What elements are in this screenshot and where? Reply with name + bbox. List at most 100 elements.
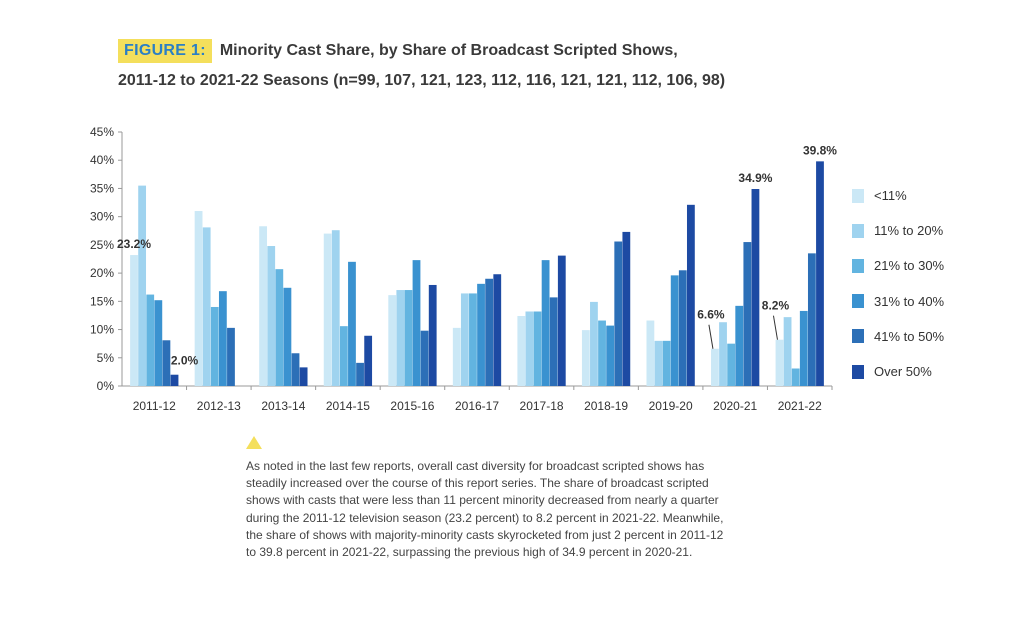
chart-legend: <11% 11% to 20% 21% to 30% 31% to 40% 41…	[852, 178, 944, 389]
bar	[670, 275, 679, 386]
bar	[194, 211, 203, 386]
bar	[227, 327, 235, 386]
y-tick-label: 25%	[90, 238, 114, 252]
x-tick-label: 2014-15	[326, 399, 370, 413]
bar	[493, 274, 502, 386]
legend-label: 11% to 20%	[874, 223, 944, 239]
bar	[162, 340, 171, 386]
bar	[412, 260, 421, 386]
x-tick-label: 2018-19	[584, 399, 628, 413]
x-tick-label: 2012-13	[197, 399, 241, 413]
bar	[138, 185, 147, 386]
bar	[469, 293, 477, 386]
bar	[735, 305, 744, 386]
bar	[291, 353, 300, 386]
bar	[331, 230, 340, 386]
note-triangle-icon	[246, 436, 262, 449]
x-tick-label: 2021-22	[778, 399, 822, 413]
bar	[283, 287, 292, 386]
figure-subtitle: 2011-12 to 2021-22 Seasons (n=99, 107, 1…	[118, 72, 726, 89]
bar	[646, 320, 655, 386]
bar	[154, 300, 163, 386]
legend-item: Over 50%	[852, 354, 944, 389]
legend-swatch	[852, 258, 864, 273]
bar	[816, 161, 824, 386]
bar	[517, 316, 526, 386]
bar	[202, 227, 211, 386]
bar	[783, 317, 792, 386]
bar	[654, 340, 663, 386]
bar	[622, 231, 631, 386]
y-tick-label: 10%	[90, 323, 114, 337]
bar	[210, 306, 219, 386]
y-tick-label: 40%	[90, 153, 114, 167]
bar	[299, 367, 308, 386]
bar	[420, 330, 429, 386]
bar	[598, 320, 606, 386]
bar	[799, 310, 808, 386]
bar	[259, 226, 268, 386]
bar	[581, 330, 590, 386]
legend-label: <11%	[874, 188, 907, 204]
y-tick-label: 5%	[97, 351, 115, 365]
bar	[428, 284, 437, 386]
bar	[533, 311, 542, 386]
bar	[452, 327, 461, 386]
legend-label: Over 50%	[874, 364, 932, 380]
bar	[549, 297, 558, 386]
bar	[727, 343, 736, 386]
legend-item: 11% to 20%	[852, 213, 944, 248]
legend-item: 41% to 50%	[852, 319, 944, 354]
bar	[485, 278, 494, 386]
bar	[541, 260, 550, 386]
x-tick-label: 2019-20	[649, 399, 693, 413]
x-tick-label: 2013-14	[261, 399, 305, 413]
annotation-leader	[708, 324, 714, 349]
bar	[678, 270, 687, 386]
bar	[339, 326, 348, 386]
x-tick-label: 2015-16	[390, 399, 434, 413]
y-tick-label: 45%	[90, 125, 114, 139]
bar	[606, 325, 615, 386]
y-tick-label: 20%	[90, 266, 114, 280]
legend-label: 41% to 50%	[874, 328, 945, 344]
legend-item: <11%	[852, 178, 944, 213]
legend-swatch	[852, 223, 864, 238]
figure-title-block: FIGURE 1: Minority Cast Share, by Share …	[118, 38, 725, 90]
figure-title: Minority Cast Share, by Share of Broadca…	[219, 42, 678, 59]
bar	[590, 301, 598, 386]
bar	[404, 290, 413, 386]
bar	[614, 241, 623, 386]
data-label: 6.6%	[697, 308, 725, 322]
legend-swatch	[852, 364, 864, 379]
bar	[686, 204, 695, 386]
bar	[460, 293, 469, 386]
x-tick-label: 2016-17	[455, 399, 499, 413]
bar	[388, 295, 397, 386]
data-label: 23.2%	[117, 237, 151, 251]
y-tick-label: 15%	[90, 294, 114, 308]
bar	[807, 253, 816, 386]
legend-item: 21% to 30%	[852, 248, 944, 283]
legend-item: 31% to 40%	[852, 284, 944, 319]
annotation-leader	[772, 315, 778, 340]
legend-swatch	[852, 188, 864, 203]
bar	[791, 368, 800, 386]
bar	[719, 322, 727, 386]
bar	[775, 339, 784, 386]
y-tick-label: 30%	[90, 210, 114, 224]
bar	[711, 348, 719, 386]
bar	[743, 242, 752, 386]
bar	[275, 269, 284, 386]
data-label: 39.8%	[803, 143, 837, 157]
bar	[348, 261, 356, 386]
x-tick-label: 2020-21	[713, 399, 757, 413]
bar	[364, 335, 373, 386]
data-label: 2.0%	[171, 354, 199, 368]
legend-swatch	[852, 329, 864, 344]
bar	[267, 246, 276, 386]
figure-title-line1: FIGURE 1: Minority Cast Share, by Share …	[118, 38, 725, 64]
bar	[396, 290, 405, 386]
y-tick-label: 35%	[90, 181, 114, 195]
